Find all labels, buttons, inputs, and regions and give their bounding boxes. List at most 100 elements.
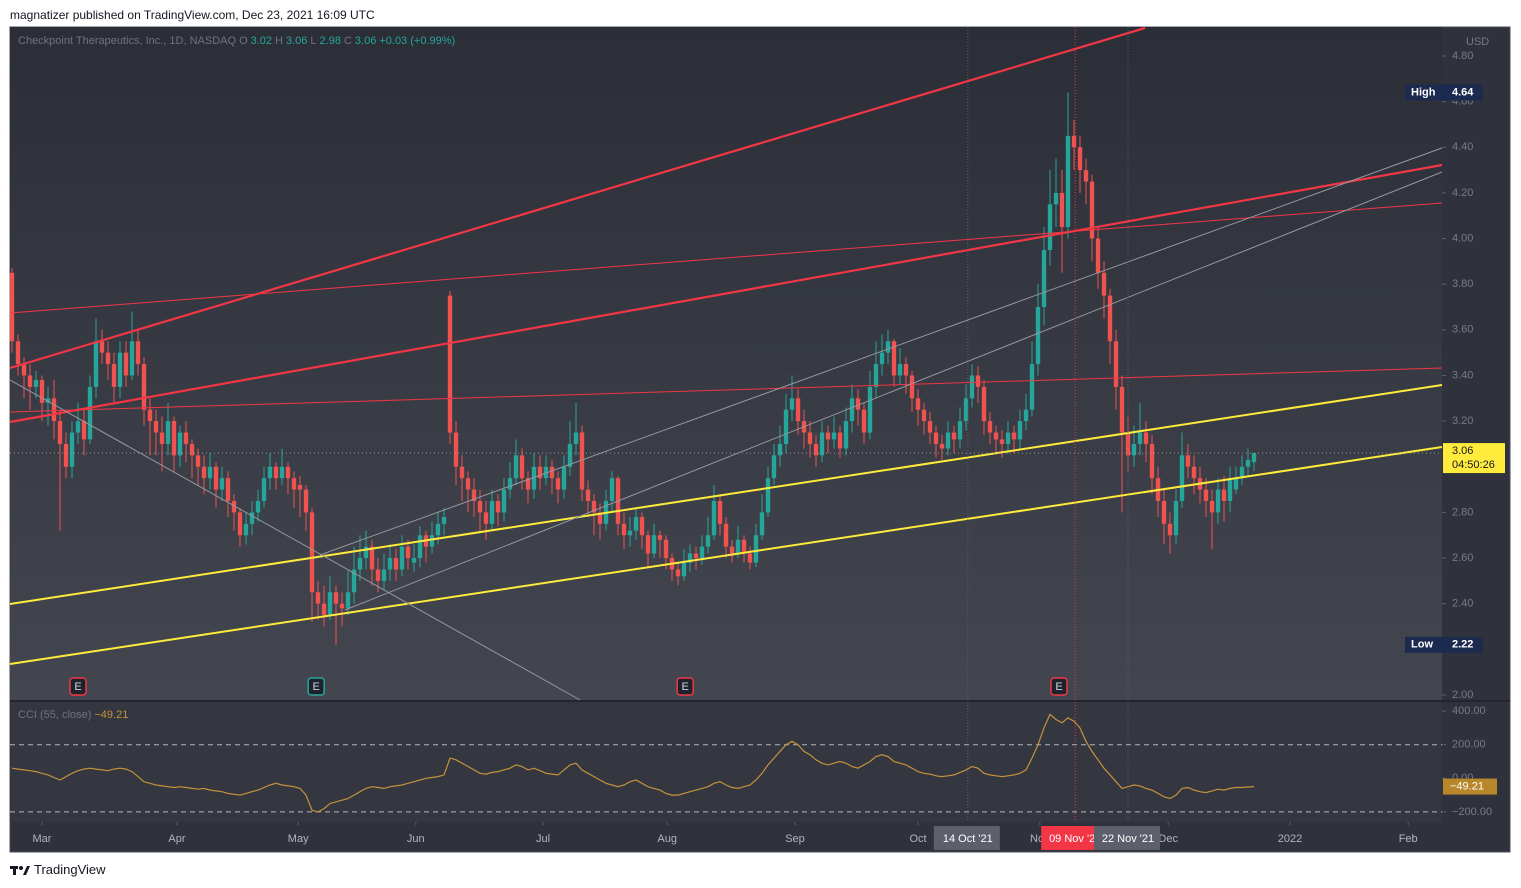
candle-body xyxy=(573,432,579,444)
candle-body xyxy=(543,466,549,479)
ohlc-value: 3.02 xyxy=(250,35,273,47)
trend-line xyxy=(9,384,1443,605)
candle-body xyxy=(999,439,1005,444)
candle-body xyxy=(93,341,99,387)
candle-body xyxy=(381,569,387,581)
y-tick-label: 3.80 xyxy=(1452,278,1473,290)
candle-body xyxy=(747,553,753,563)
candle-body xyxy=(153,421,159,433)
candle-body xyxy=(657,535,663,540)
candle-body xyxy=(675,569,681,577)
high-label: High xyxy=(1411,86,1436,98)
candle-body xyxy=(273,466,279,479)
candle-body xyxy=(549,466,555,479)
candle-body xyxy=(81,421,87,440)
candle-body xyxy=(639,516,645,536)
candle-body xyxy=(465,478,471,490)
candle-body xyxy=(1221,489,1227,501)
candle-body xyxy=(69,432,75,467)
cci-line xyxy=(11,713,1255,813)
candle-body xyxy=(123,352,129,376)
candle-body xyxy=(537,466,543,479)
ohlc-label: L xyxy=(310,35,317,47)
candle-body xyxy=(831,432,837,440)
candle-body xyxy=(1125,432,1131,456)
date-marker-box xyxy=(933,826,1000,850)
y-tick-label: 4.20 xyxy=(1452,187,1473,199)
y-tick-label: 4.40 xyxy=(1452,141,1473,153)
candle-body xyxy=(39,380,45,403)
y-tick-label: 2.60 xyxy=(1452,552,1473,564)
candle-body xyxy=(693,553,699,559)
candle-body xyxy=(63,443,69,467)
candle-body xyxy=(267,466,273,479)
candle-body xyxy=(687,553,693,563)
candle-body xyxy=(915,398,921,410)
trend-line xyxy=(9,367,1443,413)
ohlc-value: 3.06 xyxy=(354,35,377,47)
candle-body xyxy=(1185,455,1191,467)
candle-body xyxy=(591,500,597,513)
candle-body xyxy=(399,546,405,570)
candle-body xyxy=(213,466,219,490)
x-tick-label: Apr xyxy=(168,833,185,845)
candle-body xyxy=(1011,432,1017,440)
x-tick-label: Feb xyxy=(1399,833,1418,845)
candle-body xyxy=(369,546,375,570)
earnings-label: E xyxy=(74,681,81,693)
candle-body xyxy=(45,398,51,403)
y-tick-label: 2.00 xyxy=(1452,689,1473,701)
candle-body xyxy=(1023,409,1029,422)
candle-body xyxy=(951,432,957,440)
candle-body xyxy=(897,364,903,376)
candle-body xyxy=(471,489,477,501)
candle-body xyxy=(933,432,939,444)
candle-body xyxy=(819,432,825,456)
candle-body xyxy=(57,421,63,444)
x-tick-label: Mar xyxy=(33,833,52,845)
candle-body xyxy=(1137,432,1143,444)
y-tick-label: 4.80 xyxy=(1452,50,1473,62)
candle-body xyxy=(903,364,909,376)
candle-body xyxy=(201,466,207,479)
candle-body xyxy=(207,466,213,479)
ohlc-label: C xyxy=(343,35,352,47)
candle-body xyxy=(741,539,747,554)
candle-body xyxy=(249,512,255,524)
y-tick-label: 400.00 xyxy=(1452,705,1486,717)
candle-body xyxy=(567,443,573,467)
candle-body xyxy=(711,500,717,536)
candle-body xyxy=(315,592,321,604)
candle-body xyxy=(1131,443,1137,456)
candle-body xyxy=(411,558,417,563)
candle-body xyxy=(483,512,489,524)
x-tick-label: Sep xyxy=(785,833,805,845)
candle-body xyxy=(1161,500,1167,524)
low-label: Low xyxy=(1411,639,1433,651)
candle-body xyxy=(393,558,399,570)
candle-body xyxy=(873,364,879,387)
footer: TradingView xyxy=(10,862,106,877)
candle-body xyxy=(447,295,453,433)
earnings-label: E xyxy=(1055,681,1062,693)
candle-body xyxy=(1239,466,1245,479)
candle-body xyxy=(351,569,357,593)
earnings-label: E xyxy=(313,681,320,693)
candle-body xyxy=(843,421,849,449)
candle-body xyxy=(441,516,447,524)
candle-body xyxy=(891,341,897,376)
x-tick-label: 2022 xyxy=(1278,833,1302,845)
trend-line xyxy=(9,379,581,701)
cci-value: −49.21 xyxy=(94,709,129,721)
candle-body xyxy=(21,364,27,376)
candle-body xyxy=(945,432,951,449)
last-price-box xyxy=(1443,443,1505,474)
candle-body xyxy=(555,478,561,490)
candle-body xyxy=(705,535,711,547)
ohlc-label: O xyxy=(239,35,248,47)
trend-line xyxy=(319,147,1443,556)
candle-body xyxy=(663,539,669,559)
y-tick-label: 3.20 xyxy=(1452,415,1473,427)
logo xyxy=(10,865,30,875)
candle-body xyxy=(99,341,105,353)
